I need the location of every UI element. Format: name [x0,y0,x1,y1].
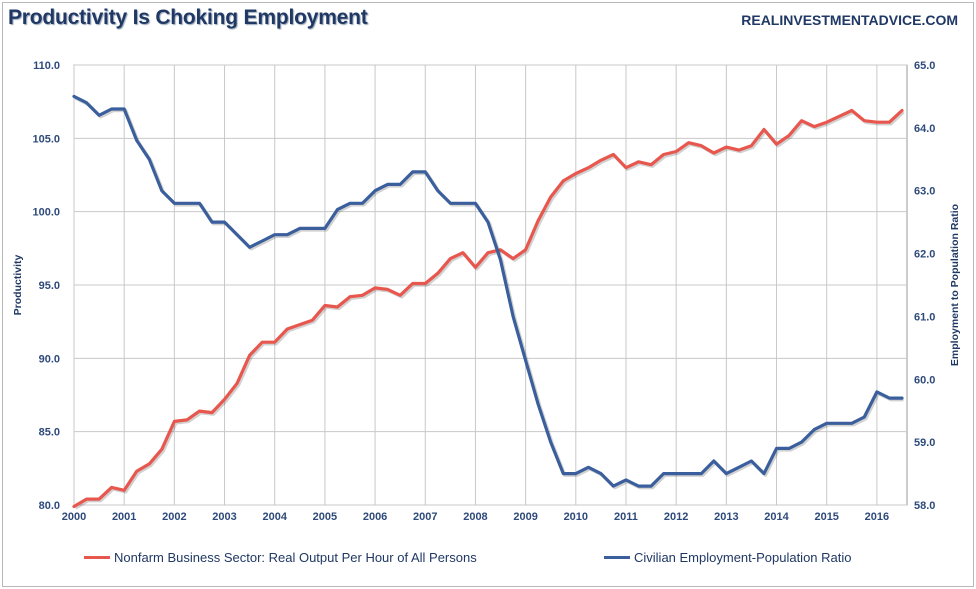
x-tick-label: 2001 [112,511,136,523]
x-tick-label: 2003 [212,511,236,523]
y2-tick-label: 61.0 [914,311,935,323]
chart-title: Productivity Is Choking Employment [8,6,368,29]
y2-tick-label: 64.0 [914,123,935,135]
series-line-productivity [72,108,904,509]
x-tick-label: 2008 [463,511,487,523]
y2-tick-label: 63.0 [914,186,935,198]
y-tick-label: 105.0 [32,133,60,145]
x-tick-label: 2015 [814,511,838,523]
y-tick-label: 100.0 [32,207,60,219]
legend-swatch-productivity [84,556,110,559]
x-tick-label: 2002 [162,511,186,523]
legend-label-employment: Civilian Employment-Population Ratio [634,550,852,565]
watermark: REALINVESTMENTADVICE.COM [741,12,958,28]
x-tick-label: 2016 [865,511,889,523]
legend-swatch-employment [604,556,630,559]
legend-item-productivity: Nonfarm Business Sector: Real Output Per… [84,550,477,565]
x-tick-label: 2004 [262,511,287,523]
x-tick-label: 2007 [413,511,437,523]
y2-axis-title: Employment to Population Ratio [949,204,961,366]
y-tick-label: 95.0 [39,280,60,292]
x-tick-label: 2000 [62,511,86,523]
x-tick-label: 2010 [564,511,588,523]
x-tick-label: 2013 [714,511,738,523]
y-axis-title: Productivity [12,255,24,316]
x-tick-label: 2014 [764,511,789,523]
x-tick-label: 2012 [664,511,688,523]
series-line-employment-shadow [74,96,904,490]
y2-tick-label: 59.0 [914,437,935,449]
y-tick-label: 80.0 [39,500,60,512]
legend-label-productivity: Nonfarm Business Sector: Real Output Per… [114,550,477,565]
y-tick-label: 110.0 [33,60,60,72]
x-tick-label: 2009 [513,511,537,523]
y-tick-label: 85.0 [39,427,60,439]
x-tick-label: 2005 [313,511,337,523]
legend-item-employment: Civilian Employment-Population Ratio [604,550,852,565]
legend: Nonfarm Business Sector: Real Output Per… [0,550,976,572]
x-tick-label: 2006 [363,511,387,523]
y-tick-label: 90.0 [39,353,60,365]
x-tick-label: 2011 [614,511,638,523]
y2-tick-label: 60.0 [914,374,935,386]
y2-tick-label: 65.0 [914,60,935,72]
series-line-employment [72,94,904,488]
y2-tick-label: 58.0 [914,500,935,512]
y2-tick-label: 62.0 [914,249,935,261]
